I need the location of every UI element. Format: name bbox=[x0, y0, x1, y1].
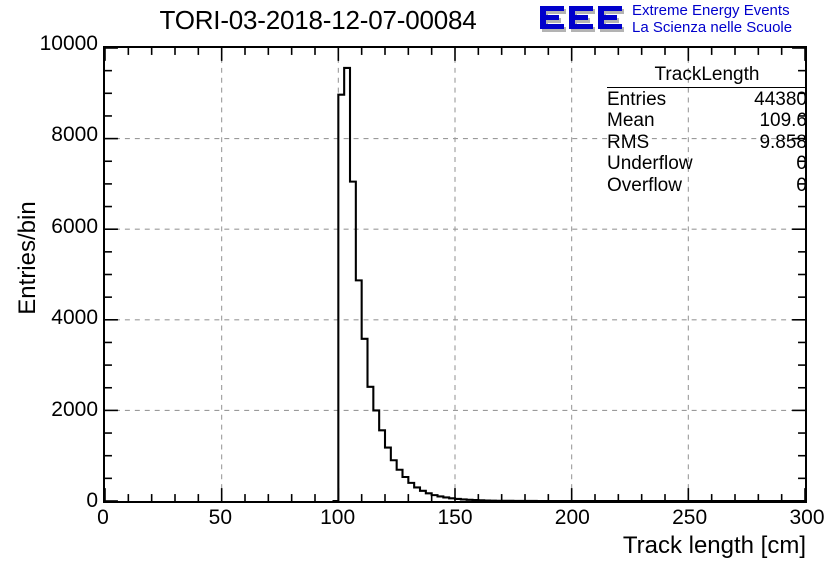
stats-row-key: Mean bbox=[607, 110, 655, 131]
stats-box: TrackLength Entries 44380 Mean 109.6 RMS 9.85… bbox=[607, 64, 807, 196]
stats-row: Overflow 0 bbox=[607, 175, 807, 197]
stats-row: Entries 44380 bbox=[607, 89, 807, 111]
x-tick-label: 300 bbox=[789, 506, 825, 529]
x-axis-title: Track length [cm] bbox=[622, 532, 806, 559]
stats-row-value: 109.6 bbox=[759, 110, 807, 131]
stats-row-key: RMS bbox=[607, 131, 650, 153]
y-tick-label: 0 bbox=[86, 489, 98, 512]
stats-row-value: 0 bbox=[796, 153, 807, 174]
histogram-series bbox=[332, 66, 805, 501]
y-tick-label: 4000 bbox=[51, 306, 98, 330]
x-tick-label: 150 bbox=[437, 506, 473, 529]
stats-rows: Entries 44380 Mean 109.6 RMS 9.858 Underflow 0 O… bbox=[607, 89, 807, 197]
eee-logo-line1: Extreme Energy Events bbox=[632, 2, 790, 19]
y-tick-label: 6000 bbox=[51, 214, 98, 238]
eee-logo: Extreme Energy Events La Scienza nelle S… bbox=[538, 2, 836, 38]
x-tick-label: 250 bbox=[672, 506, 708, 529]
y-tick-label: 2000 bbox=[51, 397, 98, 421]
stats-title: TrackLength bbox=[654, 64, 760, 85]
x-tick-label: 0 bbox=[97, 506, 109, 529]
stats-row: Underflow 0 bbox=[607, 153, 807, 175]
x-tick-label: 50 bbox=[208, 506, 232, 529]
stats-row-key: Overflow bbox=[607, 174, 682, 196]
stats-row-value: 0 bbox=[796, 174, 807, 196]
stats-divider bbox=[607, 86, 807, 88]
page-title: TORI-03-2018-12-07-00084 bbox=[159, 4, 477, 35]
y-axis-title: Entries/bin bbox=[14, 201, 41, 315]
eee-logo-line2: La Scienza nelle Scuole bbox=[632, 19, 793, 36]
stats-row-key: Underflow bbox=[607, 153, 693, 174]
plot-frame bbox=[103, 46, 807, 503]
x-tick-label: 100 bbox=[320, 506, 356, 529]
eee-logo-icon bbox=[540, 6, 624, 32]
stats-row-value: 9.858 bbox=[759, 131, 807, 153]
stats-row: Mean 109.6 bbox=[607, 110, 807, 132]
stats-row-value: 44380 bbox=[754, 88, 807, 110]
stats-row: RMS 9.858 bbox=[607, 132, 807, 154]
stats-row-key: Entries bbox=[607, 88, 667, 110]
y-axis-tick-labels: 0 2000 4000 6000 8000 10000 bbox=[2, 0, 98, 572]
eee-logo-text: Extreme Energy Events La Scienza nelle S… bbox=[632, 1, 836, 37]
y-tick-label: 8000 bbox=[51, 123, 98, 147]
x-tick-label: 200 bbox=[554, 506, 590, 529]
y-tick-label: 10000 bbox=[39, 32, 98, 55]
